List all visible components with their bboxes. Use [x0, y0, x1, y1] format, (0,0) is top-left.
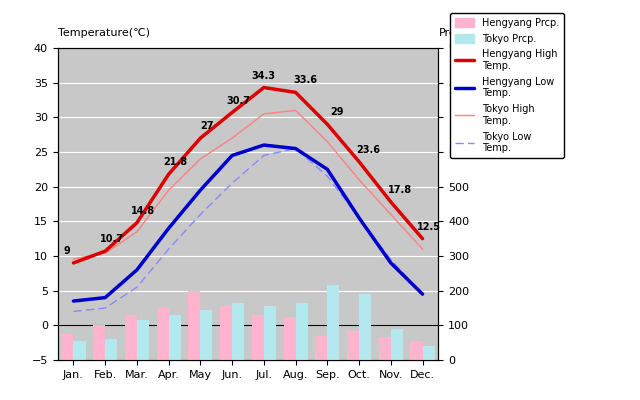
Text: Precipitation(mm): Precipitation(mm): [438, 28, 539, 38]
Bar: [252, 315, 264, 360]
Legend: Hengyang Prcp., Tokyo Prcp., Hengyang High
Temp., Hengyang Low
Temp., Tokyo High: Hengyang Prcp., Tokyo Prcp., Hengyang Hi…: [450, 13, 564, 158]
Bar: [74, 341, 86, 360]
Text: Temperature(℃): Temperature(℃): [58, 28, 150, 38]
Bar: [327, 286, 339, 360]
Text: 17.8: 17.8: [388, 185, 412, 195]
Bar: [105, 339, 117, 360]
Bar: [410, 341, 422, 360]
Bar: [137, 320, 149, 360]
Bar: [359, 294, 371, 360]
Bar: [316, 336, 327, 360]
Bar: [157, 308, 169, 360]
Bar: [264, 306, 276, 360]
Bar: [422, 346, 435, 360]
Bar: [125, 315, 137, 360]
Bar: [200, 310, 212, 360]
Bar: [93, 325, 105, 360]
Text: 30.7: 30.7: [227, 96, 250, 106]
Bar: [188, 291, 200, 360]
Bar: [284, 317, 296, 360]
Text: 10.7: 10.7: [100, 234, 124, 244]
Text: 33.6: 33.6: [293, 76, 317, 86]
Text: 21.8: 21.8: [163, 157, 187, 167]
Bar: [379, 338, 391, 360]
Text: 34.3: 34.3: [252, 70, 276, 80]
Bar: [296, 303, 308, 360]
Bar: [391, 329, 403, 360]
Text: 12.5: 12.5: [417, 222, 441, 232]
Bar: [220, 306, 232, 360]
Text: 27: 27: [200, 121, 214, 131]
Text: 9: 9: [64, 246, 70, 256]
Bar: [232, 303, 244, 360]
Text: 29: 29: [330, 107, 344, 117]
Bar: [169, 315, 180, 360]
Bar: [61, 334, 74, 360]
Text: 14.8: 14.8: [131, 206, 156, 216]
Text: 23.6: 23.6: [356, 145, 381, 155]
Bar: [347, 330, 359, 360]
